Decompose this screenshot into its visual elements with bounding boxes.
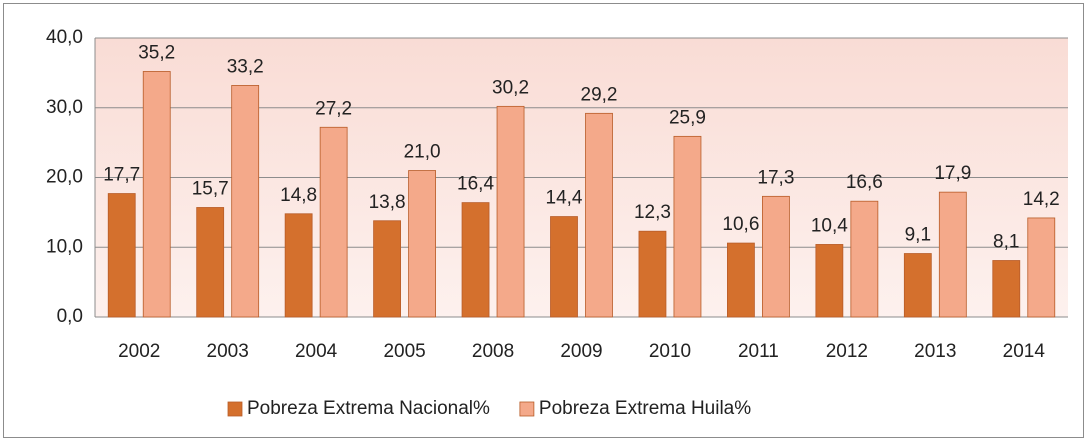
bar [284, 213, 313, 318]
y-tick-label: 40,0 [46, 27, 83, 48]
x-tick-label: 2011 [738, 341, 779, 362]
value-label: 14,2 [1023, 189, 1060, 210]
value-label: 30,2 [492, 77, 529, 98]
bar [673, 135, 702, 318]
bar [727, 242, 755, 318]
x-tick-label: 2003 [207, 341, 249, 362]
bar [992, 260, 1021, 318]
bar [638, 230, 667, 318]
value-label: 14,8 [280, 185, 317, 206]
x-tick-label: 2010 [649, 341, 691, 362]
value-label: 17,9 [934, 163, 971, 184]
value-label: 15,7 [192, 179, 229, 200]
bar [850, 200, 879, 318]
bar [762, 195, 790, 318]
bar [1027, 217, 1056, 318]
legend-label: Pobreza Extrema Huila% [539, 398, 751, 419]
y-tick-label: 0,0 [57, 306, 83, 327]
x-tick-label: 2013 [914, 341, 956, 362]
value-label: 14,4 [546, 188, 583, 209]
value-label: 33,2 [227, 56, 264, 77]
x-tick-label: 2009 [560, 341, 602, 362]
value-label: 35,2 [138, 42, 175, 63]
value-label: 17,7 [103, 165, 140, 186]
value-label: 29,2 [581, 84, 618, 105]
bar [231, 85, 260, 318]
bar [107, 193, 136, 318]
x-tick-label: 2012 [826, 341, 868, 362]
value-label: 10,4 [811, 215, 848, 236]
legend-label: Pobreza Extrema Nacional% [247, 398, 490, 419]
y-tick-label: 30,0 [46, 97, 83, 118]
x-tick-label: 2002 [118, 341, 160, 362]
bar [903, 253, 932, 318]
x-tick-label: 2005 [383, 341, 425, 362]
value-label: 16,6 [846, 172, 883, 193]
value-label: 17,3 [757, 167, 794, 188]
value-label: 13,8 [369, 192, 406, 213]
value-label: 25,9 [669, 107, 706, 128]
bar [319, 126, 348, 318]
legend-swatch [519, 401, 535, 417]
value-label: 21,0 [404, 142, 441, 163]
bar [461, 202, 490, 318]
value-label: 16,4 [457, 174, 494, 195]
bar [496, 105, 525, 318]
bar [938, 191, 967, 318]
value-label: 12,3 [634, 202, 671, 223]
bar [373, 220, 401, 318]
bar [196, 207, 225, 318]
x-tick-label: 2008 [472, 341, 514, 362]
value-label: 8,1 [993, 232, 1019, 253]
y-tick-label: 10,0 [46, 236, 83, 257]
bar [408, 170, 436, 318]
bar [550, 216, 578, 318]
x-tick-label: 2014 [1003, 341, 1046, 362]
value-label: 10,6 [722, 214, 759, 235]
bar [815, 244, 844, 318]
bar [585, 112, 613, 318]
y-tick-label: 20,0 [46, 167, 83, 188]
legend-swatch [227, 401, 243, 417]
value-label: 27,2 [315, 98, 352, 119]
x-tick-label: 2004 [295, 341, 338, 362]
value-label: 9,1 [905, 225, 931, 246]
bar [142, 71, 171, 318]
